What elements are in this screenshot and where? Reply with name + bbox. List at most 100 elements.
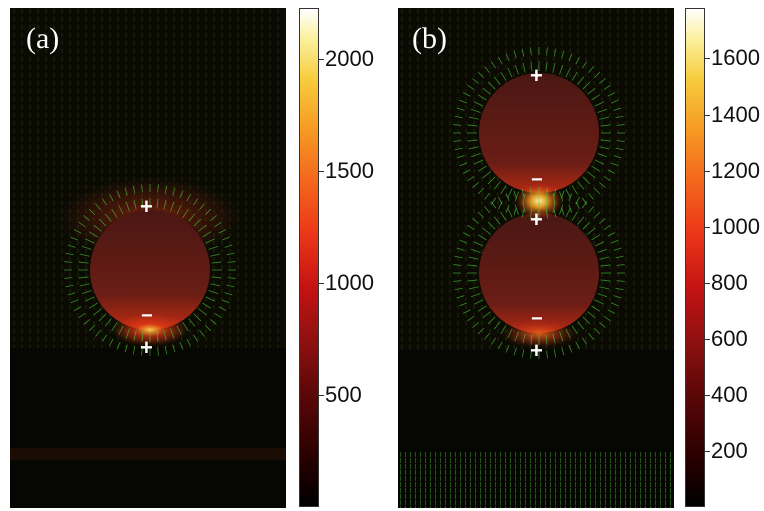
field-arrow xyxy=(118,204,124,215)
field-arrow xyxy=(214,313,222,319)
field-arrow xyxy=(487,176,496,185)
field-arrow xyxy=(559,331,564,342)
field-arrow xyxy=(577,76,585,85)
field-arrow xyxy=(582,61,588,69)
field-arrow xyxy=(170,328,175,339)
field-arrow xyxy=(577,321,585,330)
field-arrow xyxy=(553,188,557,197)
field-arrow xyxy=(88,231,98,238)
field-arrow xyxy=(221,236,230,241)
charge-b-2: − xyxy=(531,169,543,191)
field-arrow xyxy=(600,279,611,282)
field-arrow xyxy=(594,159,605,165)
field-arrow xyxy=(522,202,526,213)
field-arrow xyxy=(204,208,212,216)
field-arrow xyxy=(462,169,471,174)
field-arrow xyxy=(459,99,468,104)
field-arrow xyxy=(521,188,525,197)
field-arrow xyxy=(500,211,507,221)
field-arrow xyxy=(594,299,605,305)
field-arrow xyxy=(462,92,471,97)
colorbar-tick-mark xyxy=(705,114,710,116)
field-arrow xyxy=(453,124,462,126)
field-arrow xyxy=(164,346,168,355)
field-arrow xyxy=(84,238,95,244)
field-arrow xyxy=(473,101,484,107)
field-arrow xyxy=(600,264,611,267)
field-arrow xyxy=(467,176,475,182)
colorbar-tick-label: 800 xyxy=(711,269,748,295)
field-arrow xyxy=(101,334,107,342)
field-arrow xyxy=(553,48,557,57)
field-arrow xyxy=(141,347,143,356)
colorbar-tick-label: 1200 xyxy=(711,157,760,183)
colorbar-tick-mark xyxy=(705,58,710,60)
field-arrow xyxy=(124,344,128,353)
field-arrow xyxy=(593,211,601,219)
field-arrow xyxy=(477,71,485,79)
colorbar-tick-mark xyxy=(319,59,324,61)
field-arrow xyxy=(214,221,222,227)
field-arrow xyxy=(172,344,176,353)
field-arrow xyxy=(513,207,517,216)
field-arrow xyxy=(599,286,610,290)
field-arrow xyxy=(198,224,207,232)
field-arrow xyxy=(116,341,121,350)
field-arrow xyxy=(582,316,591,325)
field-arrow xyxy=(88,302,98,309)
field-arrow xyxy=(93,224,102,232)
field-arrow xyxy=(490,337,496,345)
field-arrow xyxy=(571,71,578,81)
substrate-hotspot xyxy=(501,320,577,348)
field-arrow xyxy=(487,316,496,325)
field-arrow xyxy=(88,324,96,332)
field-arrow xyxy=(73,229,82,234)
field-arrow xyxy=(210,215,217,221)
field-arrow xyxy=(591,305,601,312)
field-arrow xyxy=(199,330,205,337)
field-arrow xyxy=(182,208,189,218)
field-arrow xyxy=(498,56,503,65)
field-arrow xyxy=(226,252,235,256)
field-arrow xyxy=(530,47,532,56)
field-arrow xyxy=(552,202,556,213)
field-arrow xyxy=(111,208,118,218)
field-arrow xyxy=(226,284,235,288)
field-arrow xyxy=(84,296,95,302)
field-arrow xyxy=(454,115,463,119)
field-arrow xyxy=(65,252,74,256)
charge-a-bottom: + xyxy=(140,335,153,360)
field-arrow xyxy=(459,162,468,167)
field-arrow xyxy=(615,287,624,291)
field-arrow xyxy=(78,261,89,264)
field-arrow xyxy=(204,324,212,332)
field-arrow xyxy=(607,309,616,314)
colorbar-tick-label: 600 xyxy=(711,325,748,351)
field-arrow xyxy=(603,176,611,182)
field-arrow xyxy=(545,201,548,212)
particle xyxy=(90,210,210,330)
field-arrow xyxy=(575,341,580,350)
field-arrow xyxy=(182,322,189,332)
field-arrow xyxy=(179,341,184,350)
field-arrow xyxy=(594,241,605,247)
field-arrow xyxy=(170,201,175,212)
field-arrow xyxy=(193,218,202,227)
field-arrow xyxy=(593,71,601,79)
field-arrow xyxy=(615,115,624,119)
field-arrow xyxy=(613,295,622,299)
field-arrow xyxy=(597,248,608,253)
field-arrow xyxy=(607,169,616,174)
field-arrow xyxy=(513,50,517,59)
field-arrow xyxy=(467,124,478,127)
field-arrow xyxy=(484,206,490,213)
field-arrows-a xyxy=(64,184,236,356)
field-arrows-b xyxy=(453,47,625,359)
field-arrow xyxy=(67,292,76,296)
field-arrow xyxy=(505,53,510,62)
field-arrow xyxy=(500,71,507,81)
field-arrow xyxy=(132,346,136,355)
field-arrow xyxy=(513,347,517,356)
colorbar-tick-mark xyxy=(319,171,324,173)
field-arrow xyxy=(530,61,533,72)
